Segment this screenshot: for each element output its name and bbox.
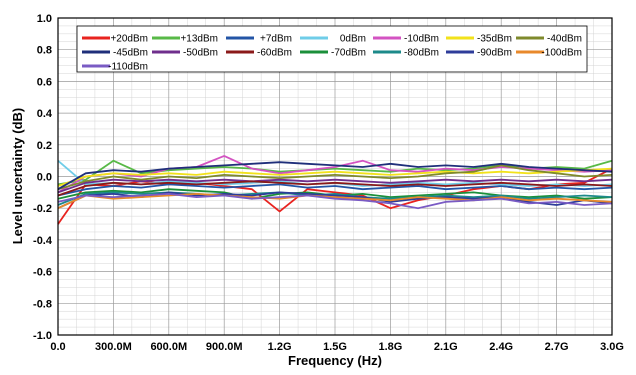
y-tick-label: -0.6	[33, 267, 52, 279]
y-tick-label: -0.8	[33, 298, 52, 310]
x-tick-label: 2.1G	[434, 341, 458, 353]
series-line-35dbm	[57, 167, 613, 187]
series-line-40dbm	[57, 164, 613, 191]
x-tick-label: 1.2G	[268, 341, 292, 353]
legend-label-90dbm: -90dBm	[477, 48, 512, 59]
x-tick-label: 900.0M	[206, 341, 243, 353]
legend-label-110dbm: -110dBm	[108, 62, 148, 73]
legend-label-100dbm: -100dBm	[541, 48, 582, 59]
series-line-60dbm	[57, 180, 613, 197]
y-tick-label: 0.8	[37, 45, 52, 57]
y-axis-title: Level uncertainty (dB)	[10, 108, 25, 245]
series-line-50dbm	[57, 178, 613, 194]
x-tick-label: 2.4G	[489, 341, 513, 353]
y-tick-label: 0.2	[37, 140, 52, 152]
legend-label-40dbm: -40dBm	[547, 34, 582, 45]
y-tick-label: 0.6	[37, 76, 52, 88]
legend-label-80dbm: -80dBm	[404, 48, 439, 59]
legend-label-0dbm: 0dBm	[340, 34, 366, 45]
series-line-80dbm	[57, 191, 613, 206]
legend-label-10dbm: -10dBm	[404, 34, 439, 45]
x-tick-label: 1.8G	[378, 341, 402, 353]
legend-label-7dbm: +7dBm	[260, 34, 292, 45]
legend-label-50dbm: -50dBm	[183, 48, 218, 59]
x-tick-label: 1.5G	[323, 341, 347, 353]
y-tick-label: -1.0	[33, 330, 52, 342]
x-tick-label: 3.0G	[600, 341, 624, 353]
y-tick-label: 1.0	[37, 13, 52, 25]
x-tick-label: 300.0M	[95, 341, 132, 353]
legend-box	[76, 25, 588, 73]
series-layer	[57, 154, 613, 225]
y-tick-label: -0.4	[33, 235, 53, 247]
x-tick-label: 600.0M	[150, 341, 187, 353]
legend-label-20dbm: +20dBm	[110, 34, 148, 45]
x-tick-labels: 0.0 300.0M 600.0M 900.0M 1.2G 1.5G 1.8G 2.1G 2.4…	[50, 341, 624, 353]
y-tick-label: 0.4	[37, 108, 53, 120]
legend-label-70dbm: -70dBm	[331, 48, 366, 59]
legend: +20dBm +13dBm +7dBm 0dBm -10dBm -35dBm -40dBm -…	[76, 25, 588, 73]
y-tick-labels: 1.0 0.8 0.6 0.4 0.2 0.0 -0.2 -0.4 -0.6 -0.8 -1.0	[33, 13, 53, 342]
y-tick-label: -0.2	[33, 203, 52, 215]
series-line-110dbm	[57, 192, 613, 210]
plot-frame	[57, 17, 613, 336]
series-line-7dbm	[57, 183, 613, 197]
series-line-45dbm	[57, 161, 613, 190]
legend-label-60dbm: -60dBm	[257, 48, 292, 59]
x-tick-label: 0.0	[50, 341, 65, 353]
series-line-100dbm	[57, 192, 613, 210]
legend-label-35dbm: -35dBm	[477, 34, 512, 45]
y-tick-label: 0.0	[37, 172, 52, 184]
legend-label-13dbm: +13dBm	[180, 34, 218, 45]
x-axis-title: Frequency (Hz)	[288, 353, 382, 368]
x-tick-label: 2.7G	[545, 341, 569, 353]
legend-label-45dbm: -45dBm	[113, 48, 148, 59]
